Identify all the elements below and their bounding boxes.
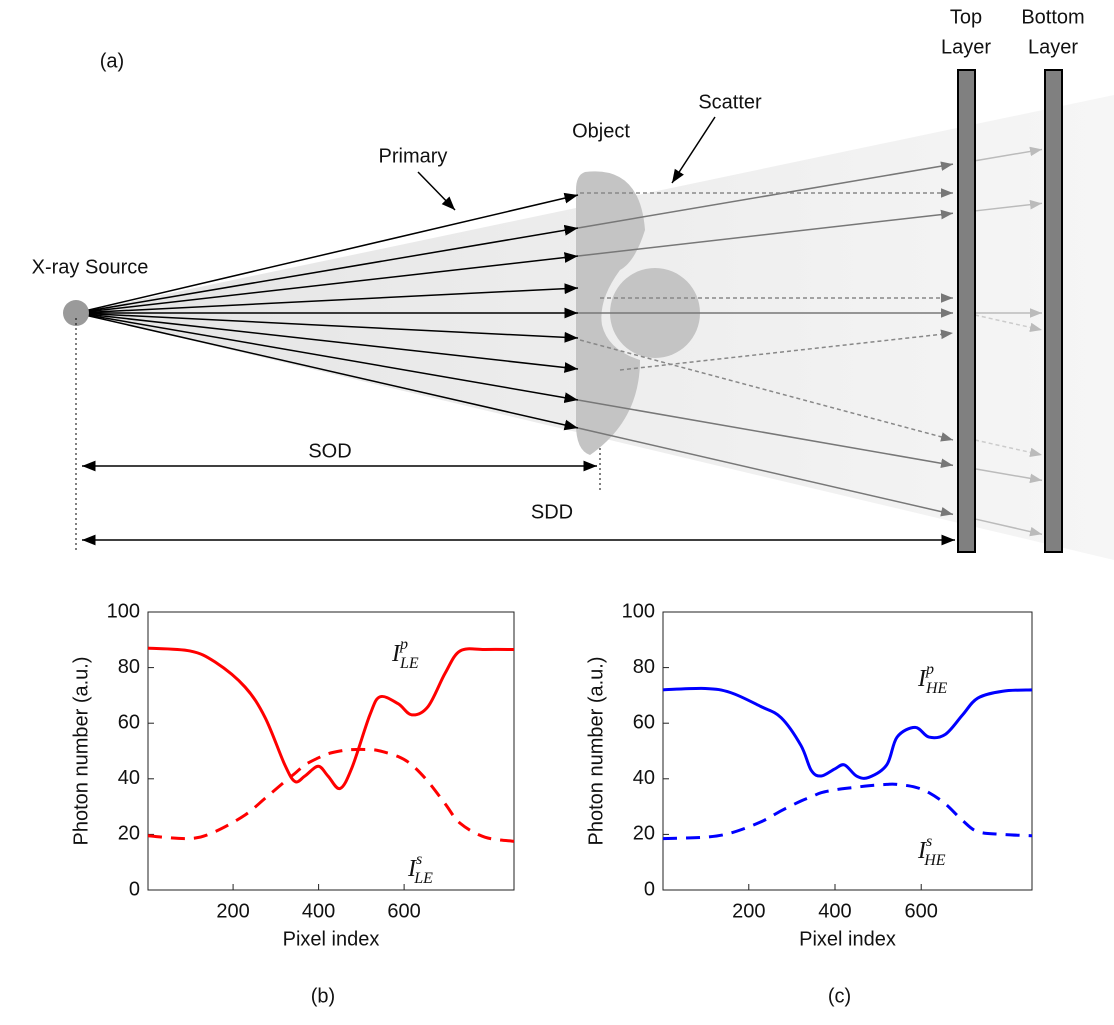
x-tick-label: 200 <box>732 900 765 922</box>
x-tick-label: 200 <box>216 900 249 922</box>
rays <box>75 146 1043 537</box>
source-dot <box>63 300 89 326</box>
series-line <box>147 747 515 843</box>
sdd-label: SDD <box>531 501 573 523</box>
scatter-pointer <box>671 116 716 184</box>
scatter-ray <box>579 339 954 442</box>
x-tick-label: 400 <box>818 900 851 922</box>
x-axis-label: Pixel index <box>799 928 896 950</box>
layer-label: Top <box>950 6 982 28</box>
series-line <box>662 686 1033 780</box>
series-label-sup: s <box>926 833 932 850</box>
object-body <box>575 171 645 455</box>
y-tick-label: 80 <box>633 656 655 678</box>
y-tick-label: 40 <box>118 767 140 789</box>
primary-pointer <box>417 171 456 211</box>
y-tick-label: 100 <box>622 600 655 622</box>
y-tick-label: 20 <box>633 823 655 845</box>
scatter-label: Scatter <box>698 91 762 113</box>
series-label: Is HE <box>917 833 946 869</box>
panel-label: (c) <box>828 985 851 1007</box>
series-label-base: I <box>917 666 927 692</box>
scatter-rays <box>579 188 1043 458</box>
series-label-sup: s <box>416 851 422 868</box>
series-label-sup: p <box>399 636 408 653</box>
layer-label: Layer <box>1028 36 1078 58</box>
series-label-sup: p <box>925 661 934 678</box>
x-tick-label: 600 <box>905 900 938 922</box>
series-label-sub: HE <box>923 852 946 869</box>
series-label: Is LE <box>407 851 433 887</box>
x-tick-label: 400 <box>302 900 335 922</box>
series-label: Ip HE <box>917 661 948 697</box>
sod-label: SOD <box>308 440 351 462</box>
scatter-ray <box>974 314 1043 333</box>
source-label: X-ray Source <box>32 256 149 278</box>
series-label-sub: LE <box>413 870 433 887</box>
y-tick-label: 40 <box>633 767 655 789</box>
x-axis-label: Pixel index <box>283 928 380 950</box>
series-label-sub: LE <box>399 655 419 672</box>
object-label: Object <box>572 120 630 142</box>
series-label-base: I <box>407 856 417 882</box>
y-tick-label: 20 <box>118 823 140 845</box>
primary-ray <box>75 312 579 343</box>
series-line <box>147 646 515 791</box>
transmitted-ray <box>975 468 1043 484</box>
series-label-base: I <box>391 641 401 667</box>
diagram: (a) X-ray Source Object Primary Scatter … <box>32 6 1114 560</box>
primary-ray <box>75 224 579 314</box>
y-tick-label: 60 <box>633 711 655 733</box>
primary-ray <box>75 252 579 314</box>
plot-frame <box>662 611 1033 891</box>
bottom-layer <box>1044 69 1063 553</box>
y-tick-label: 60 <box>118 711 140 733</box>
transmitted-ray <box>975 199 1043 212</box>
transmitted-ray <box>577 427 954 517</box>
layer-label: Layer <box>941 36 991 58</box>
panel-label: (a) <box>100 50 124 72</box>
y-tick-label: 0 <box>129 878 140 900</box>
panel-label: (b) <box>311 985 335 1007</box>
x-tick-label: 600 <box>387 900 420 922</box>
primary-ray <box>75 192 579 314</box>
series-label-sub: HE <box>925 680 948 697</box>
transmitted-ray <box>577 161 954 229</box>
y-tick-label: 0 <box>644 878 655 900</box>
primary-label: Primary <box>379 145 448 167</box>
primary-ray <box>75 312 579 404</box>
primary-ray <box>75 312 579 431</box>
y-axis-label: Photon number (a.u.) <box>585 657 607 846</box>
scatter-ray <box>974 439 1043 458</box>
transmitted-ray <box>577 399 954 469</box>
transmitted-ray <box>975 146 1043 162</box>
y-tick-label: 80 <box>118 656 140 678</box>
y-tick-label: 100 <box>107 600 140 622</box>
series-label: Ip LE <box>391 636 419 672</box>
layer-label: Bottom <box>1021 6 1084 28</box>
y-axis-label: Photon number (a.u.) <box>70 657 92 846</box>
top-layer <box>957 69 976 553</box>
primary-ray <box>75 312 579 373</box>
transmitted-ray <box>975 518 1043 537</box>
transmitted-ray <box>577 209 954 257</box>
series-label-base: I <box>917 838 927 864</box>
primary-ray <box>75 283 579 314</box>
